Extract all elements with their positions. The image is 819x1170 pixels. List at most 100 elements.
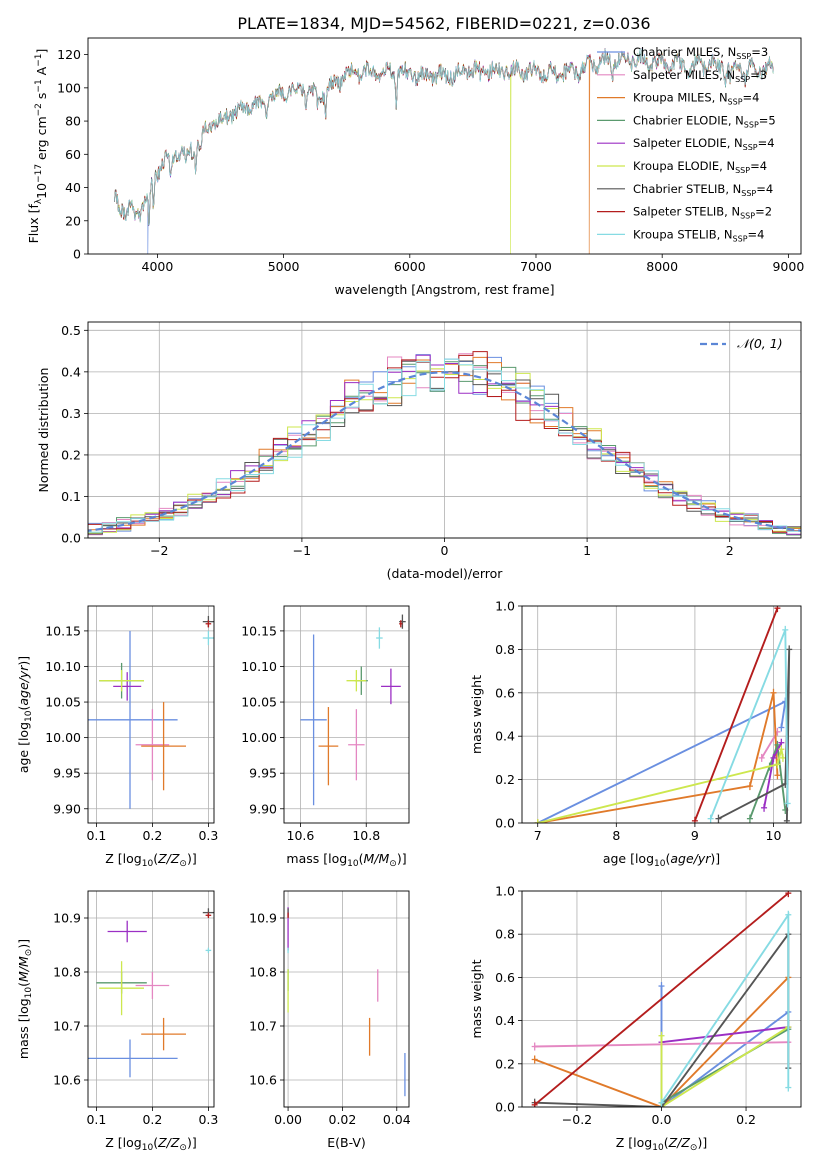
x-tick-label: 0.1: [86, 828, 106, 843]
label-part: (: [359, 851, 364, 866]
label-part: 10: [142, 1143, 154, 1153]
legend-label: Salpeter ELODIE, NSSP=4: [633, 136, 775, 152]
label-part: 10: [347, 859, 359, 869]
y-axis-label: age [log10(age/yr)]: [16, 656, 34, 773]
plot-area: [300, 614, 406, 806]
x-tick-label: 8: [612, 828, 620, 843]
legend-label-value: =4: [750, 159, 767, 173]
y-axis-label: mass [log10(M/M⊙)]: [16, 939, 34, 1059]
x-tick-label: 0.3: [198, 828, 218, 843]
x-axis-label: (data-model)/error: [387, 566, 504, 581]
axes-frame: [87, 605, 215, 824]
legend-label-main: Chabrier ELODIE, N: [633, 113, 744, 127]
axes-frame: [283, 890, 410, 1108]
normal-curve: [88, 371, 801, 532]
y-tick-label: 10.15: [45, 623, 81, 638]
weight-series-line: [534, 892, 789, 1106]
label-part: Flux [f: [26, 204, 41, 244]
x-axis-label: Z [log10(Z/Z⊙)]: [616, 1135, 707, 1153]
label-part: erg cm: [34, 116, 49, 164]
y-axis-label: Flux [fλ10−17 erg cm−2 s−1 A−1]: [26, 49, 49, 244]
y-tick-label: 0.6: [495, 685, 515, 700]
legend-label-main: Chabrier MILES, N: [633, 45, 736, 59]
y-tick-label: 9.95: [249, 766, 277, 781]
y-tick-label: 10.8: [249, 965, 277, 980]
panel-age-vs-mass: 10.6 10.8 9.90 9.95 10.00 10.05 10.10 10.15 mass…: [241, 605, 410, 869]
legend-label: 𝒩(0, 1): [737, 336, 783, 351]
x-tick-label: 8000: [646, 259, 678, 274]
y-tick-label: 9.90: [53, 801, 81, 816]
legend-label-main: Salpeter STELIB, N: [633, 205, 740, 219]
axes-frame: [87, 321, 802, 539]
axes-frame: [521, 890, 802, 1108]
label-part: −2: [34, 103, 44, 116]
y-tick-label: 10.15: [241, 623, 277, 638]
legend-label-sub: SSP: [735, 166, 750, 175]
panel-massweight-vs-Z: −0.2 0.0 0.2 0.0 0.2 0.4 0.6 0.8 1.0 Z [log10(Z/Z…: [469, 884, 802, 1153]
x-axis-label: Z [log10(Z/Z⊙)]: [105, 851, 196, 869]
legend-label-sub: SSP: [728, 98, 743, 107]
legend-label-main: Salpeter MILES, N: [633, 68, 735, 82]
x-axis-label: mass [log10(M/M⊙)]: [286, 851, 406, 869]
plot-area: [88, 351, 801, 537]
label-part: age/yr: [16, 665, 31, 706]
label-part: M/M: [364, 851, 390, 866]
y-axis-label: mass weight: [469, 675, 484, 754]
label-part: Z [log: [105, 851, 141, 866]
plot-area: [88, 908, 214, 1078]
label-part: mass [log: [286, 851, 347, 866]
y-tick-label: 10.7: [53, 1019, 81, 1034]
y-tick-label: 10.10: [45, 659, 81, 674]
x-tick-label: 0.0: [652, 1112, 672, 1127]
label-part: s: [34, 93, 49, 104]
x-tick-label: 0.3: [198, 1112, 218, 1127]
y-tick-label: 120: [57, 47, 81, 62]
x-tick-label: 10.6: [287, 828, 315, 843]
panel-mass-vs-EBV: 0.00 0.02 0.04 10.6 10.7 10.8 10.9 E(B-V): [249, 890, 411, 1150]
legend-label-sub: SSP: [744, 120, 759, 129]
label-part: ]: [34, 49, 49, 54]
label-part: )]: [187, 1135, 197, 1150]
label-part: )]: [187, 851, 197, 866]
y-tick-label: 0.2: [495, 1056, 515, 1071]
x-tick-label: 0.2: [142, 1112, 162, 1127]
x-axis-label: age [log10(age/yr)]: [603, 851, 720, 869]
legend-label-sub: SSP: [736, 52, 751, 61]
legend-label-value: =3: [750, 68, 767, 82]
x-tick-label: 2: [726, 543, 734, 558]
legend-label: Salpeter STELIB, NSSP=2: [633, 205, 772, 221]
x-tick-label: 9000: [772, 259, 804, 274]
legend-label-sub: SSP: [735, 75, 750, 84]
y-axis-label: Normed distribution: [36, 368, 51, 493]
label-part: Z [log: [105, 1135, 141, 1150]
label-part: age/yr: [670, 851, 711, 866]
label-part: A: [34, 66, 49, 79]
label-part: 10: [24, 710, 34, 722]
y-tick-label: 10.05: [241, 695, 277, 710]
x-tick-label: −0.2: [562, 1112, 592, 1127]
x-tick-label: 6000: [394, 259, 426, 274]
label-part: Z/Z: [157, 851, 180, 866]
y-tick-label: 100: [57, 80, 81, 95]
x-tick-label: 10.8: [352, 828, 380, 843]
weight-series-line: [537, 692, 779, 823]
x-tick-label: 1: [583, 543, 591, 558]
label-part: 10: [34, 183, 49, 199]
y-tick-label: 9.90: [249, 801, 277, 816]
panel-age-vs-Z: 0.1 0.2 0.3 9.90 9.95 10.00 10.05 10.10 10.15 Z […: [16, 605, 218, 869]
y-tick-label: 0.5: [61, 323, 81, 338]
label-part: ⊙: [690, 1143, 698, 1153]
legend-label-value: =4: [756, 182, 773, 196]
label-part: 10: [24, 987, 34, 999]
axes-frame: [283, 605, 410, 824]
legend-label-sub: SSP: [733, 234, 748, 243]
legend-label: Chabrier STELIB, NSSP=4: [633, 182, 773, 198]
plots: 4000 5000 6000 7000 8000 9000020406080100120w…: [16, 37, 804, 1153]
histogram-series: [88, 358, 801, 533]
y-tick-label: 20: [65, 213, 81, 228]
label-part: −1: [34, 79, 44, 92]
label-part: )]: [16, 939, 31, 949]
label-part: ⊙: [179, 859, 187, 869]
y-tick-label: 10.9: [249, 911, 277, 926]
